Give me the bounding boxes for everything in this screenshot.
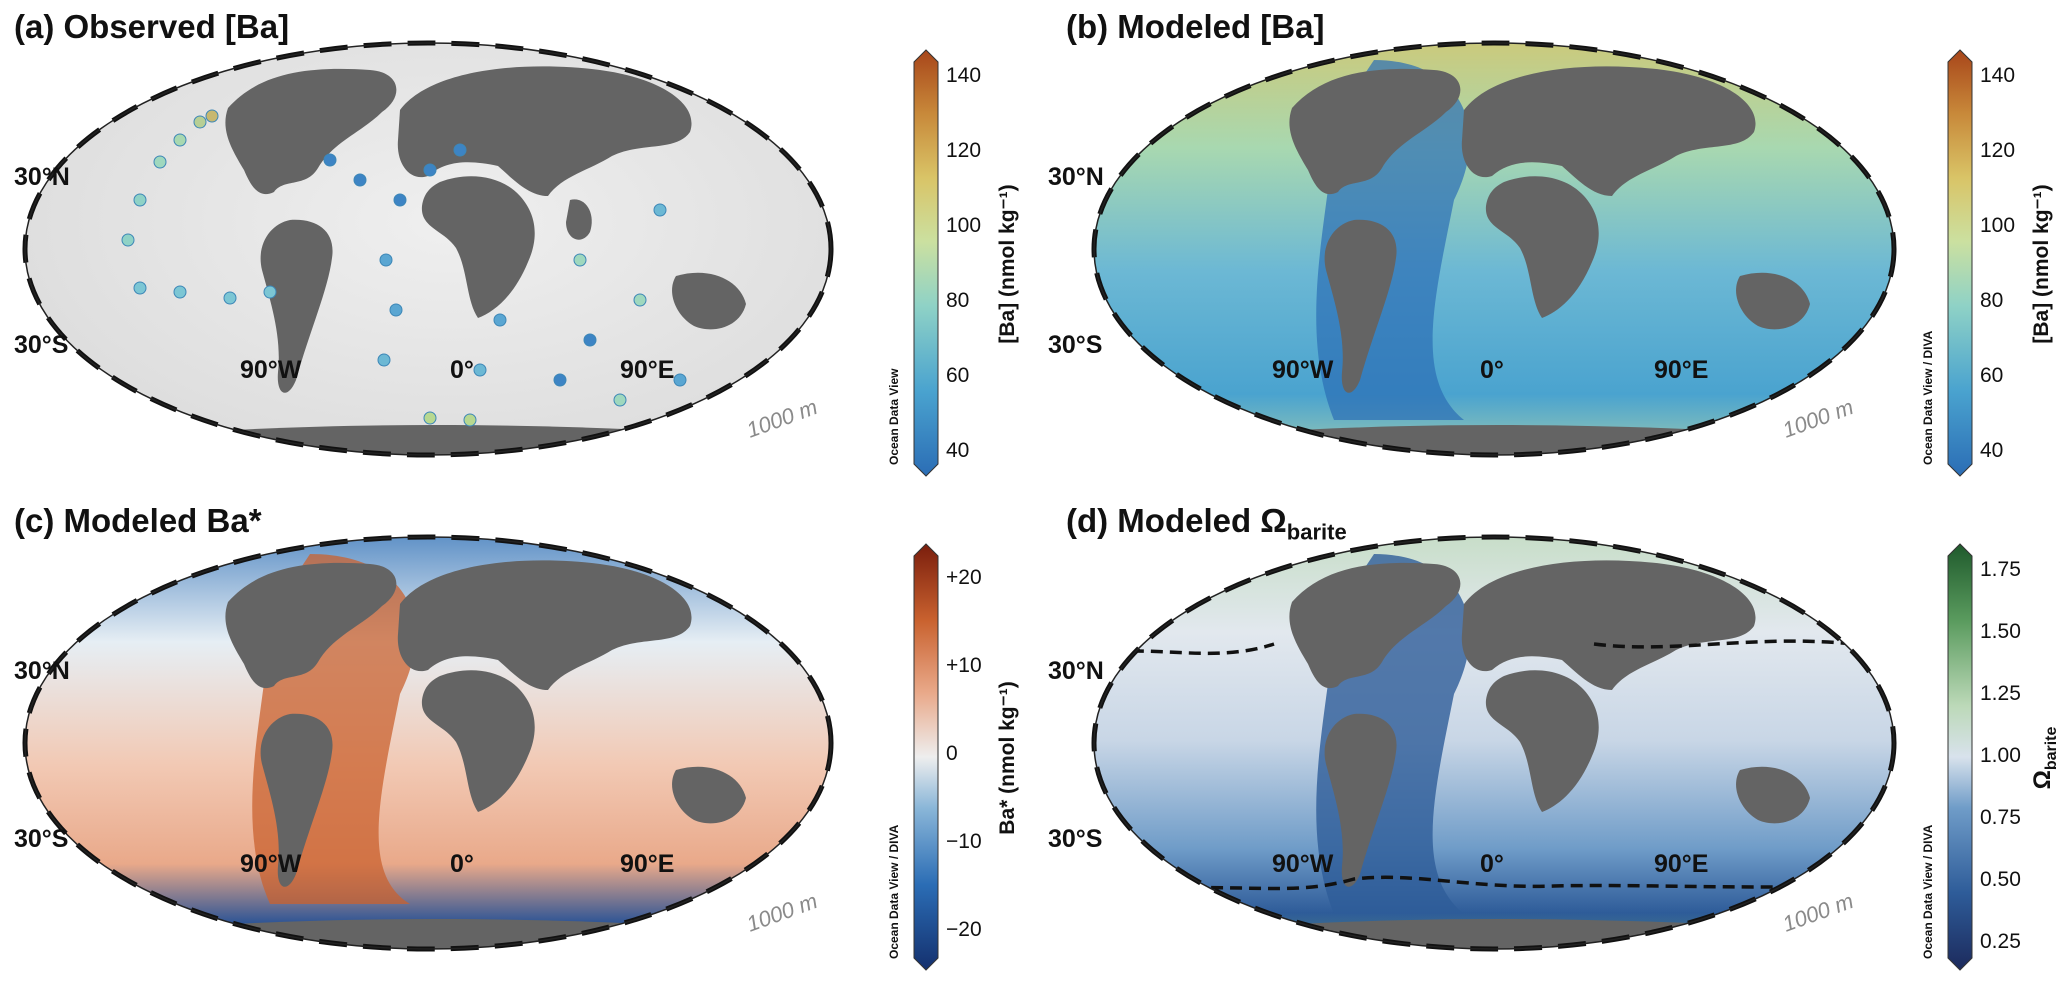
lon-label-0: 0° [450, 356, 474, 384]
cb-tick: 100 [1980, 214, 2015, 237]
depth-label: 1000 m [1779, 394, 1857, 443]
colorbar-label: [Ba] (nmol kg⁻¹) [2030, 184, 2053, 343]
lon-label-90e: 90°E [1654, 850, 1708, 878]
panel-modeled-ba-star: (c) Modeled Ba* 30°N 30°S 90°W [0, 494, 1033, 987]
lon-label-90w: 90°W [240, 850, 302, 878]
panel-title: (d) Modeled Ωbarite [1066, 502, 1347, 546]
panel-observed-ba: (a) Observed [Ba] [0, 0, 1033, 493]
credit-label: Ocean Data View / DIVA [1921, 330, 1935, 465]
cb-tick: 1.50 [1980, 620, 2021, 643]
depth-label: 1000 m [743, 888, 821, 937]
credit-label: Ocean Data View / DIVA [1921, 824, 1935, 959]
colorbar: +20 +10 0 −10 −20 Ba* (nmol kg⁻¹) Ocean … [887, 543, 1019, 971]
lon-label-0: 0° [1480, 356, 1504, 384]
colorbar: 1.75 1.50 1.25 1.00 0.75 0.50 0.25 Ωbari… [1921, 543, 2060, 971]
cb-tick: +10 [946, 654, 982, 677]
colorbar: 140 120 100 80 60 40 [Ba] (nmol kg⁻¹) Oc… [1921, 49, 2053, 477]
colorbar-label: [Ba] (nmol kg⁻¹) [996, 184, 1019, 343]
observation-tracks [121, 109, 727, 427]
colorbar: 140 120 100 80 60 40 [Ba] (nmol kg⁻¹) Oc… [887, 49, 1019, 477]
lon-label-0: 0° [450, 850, 474, 878]
lon-label-90w: 90°W [1272, 356, 1334, 384]
lat-label-30s: 30°S [14, 331, 68, 359]
lat-label-30s: 30°S [1048, 331, 1102, 359]
panel-title: (c) Modeled Ba* [14, 502, 262, 539]
lon-label-90e: 90°E [1654, 356, 1708, 384]
cb-tick: 0.75 [1980, 806, 2021, 829]
cb-tick: 120 [946, 139, 981, 162]
lon-label-90e: 90°E [620, 850, 674, 878]
credit-label: Ocean Data View [887, 368, 901, 465]
cb-tick: +20 [946, 566, 982, 589]
panel-title: (a) Observed [Ba] [14, 8, 290, 45]
cb-tick: 60 [1980, 364, 2003, 387]
lat-label-30s: 30°S [1048, 825, 1102, 853]
lat-label-30n: 30°N [1048, 657, 1104, 685]
map-observed-ba: 30°N 30°S 90°W 0° 90°E 1000 m 140 120 10… [14, 40, 1019, 477]
cb-tick: 140 [1980, 64, 2015, 87]
panel-modeled-ba: (b) Modeled [Ba] 30°N 30°S 90°W [1034, 0, 2067, 493]
cb-tick: 1.75 [1980, 558, 2021, 581]
cb-tick: −10 [946, 830, 982, 853]
cb-tick: 1.00 [1980, 744, 2021, 767]
cb-tick: 0 [946, 742, 958, 765]
lat-label-30n: 30°N [1048, 163, 1104, 191]
cb-tick: 40 [1980, 439, 2003, 462]
lon-label-90w: 90°W [1272, 850, 1334, 878]
cb-tick: 0.50 [1980, 868, 2021, 891]
cb-tick: 140 [946, 64, 981, 87]
colorbar-label: Ωbarite [2029, 726, 2060, 789]
cb-tick: 80 [946, 289, 969, 312]
depth-label: 1000 m [743, 394, 821, 443]
lat-label-30s: 30°S [14, 825, 68, 853]
lat-label-30n: 30°N [14, 657, 70, 685]
map-modeled-ba-star: 30°N 30°S 90°W 0° 90°E 1000 m +20 +10 0 … [14, 534, 1019, 971]
map-modeled-omega-barite: 30°N 30°S 90°W 0° 90°E 1000 m 1.75 1.50 … [1048, 534, 2060, 971]
cb-tick: 80 [1980, 289, 2003, 312]
saturation-contour [1153, 875, 1835, 891]
cb-tick: 120 [1980, 139, 2015, 162]
lon-label-0: 0° [1480, 850, 1504, 878]
cb-tick: 60 [946, 364, 969, 387]
cb-tick: 1.25 [1980, 682, 2021, 705]
cb-tick: 40 [946, 439, 969, 462]
lon-label-90w: 90°W [240, 356, 302, 384]
panel-title-main: (d) Modeled Ω [1066, 502, 1287, 539]
lon-label-90e: 90°E [620, 356, 674, 384]
credit-label: Ocean Data View / DIVA [887, 824, 901, 959]
panel-title-sub: barite [1286, 519, 1347, 545]
cb-tick: 0.25 [1980, 930, 2021, 953]
map-modeled-ba: 30°N 30°S 90°W 0° 90°E 1000 m 140 120 10… [1048, 40, 2053, 477]
panel-modeled-omega-barite: (d) Modeled Ωbarite 30°N [1034, 494, 2067, 987]
depth-label: 1000 m [1779, 888, 1857, 937]
panel-title: (b) Modeled [Ba] [1066, 8, 1325, 45]
cb-tick: −20 [946, 918, 982, 941]
lat-label-30n: 30°N [14, 163, 70, 191]
cb-tick: 100 [946, 214, 981, 237]
colorbar-label: Ba* (nmol kg⁻¹) [996, 681, 1019, 834]
